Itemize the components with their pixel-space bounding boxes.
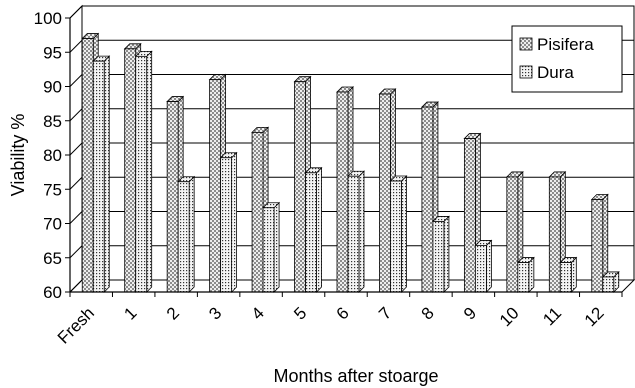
x-tick-label: 3 xyxy=(205,303,225,323)
y-tick-label: 60 xyxy=(43,283,62,302)
x-tick-label: 2 xyxy=(163,303,183,323)
bar-pisifera-10 xyxy=(506,176,519,293)
bar-pisifera-5 xyxy=(294,81,306,293)
gridline-side xyxy=(69,279,83,293)
bar-side-dura-6 xyxy=(358,170,365,293)
legend-box xyxy=(511,25,623,93)
x-tick-label: 10 xyxy=(496,303,523,330)
bar-dura-1 xyxy=(135,55,148,293)
legend-label-pisifera: Pisifera xyxy=(537,35,594,54)
gridline-side xyxy=(69,74,83,87)
bar-pisifera-7 xyxy=(379,93,391,293)
x-tick-label: 8 xyxy=(418,303,438,323)
legend: Pisifera Dura xyxy=(511,25,623,93)
bar-pisifera-Fresh xyxy=(81,38,94,293)
bar-side-dura-9 xyxy=(485,239,492,293)
bar-side-dura-5 xyxy=(316,166,322,293)
bar-pisifera-6 xyxy=(336,91,349,293)
y-tick-label: 70 xyxy=(43,215,62,234)
bars-group xyxy=(81,32,620,293)
bar-dura-3 xyxy=(220,157,233,293)
bar-pisifera-11 xyxy=(548,176,561,293)
x-tick-label: 4 xyxy=(248,303,268,323)
y-axis-title: Viability % xyxy=(8,114,28,197)
x-tick-label: 11 xyxy=(539,303,565,329)
bar-dura-8 xyxy=(432,221,445,293)
bar-pisifera-9 xyxy=(463,138,476,293)
gridline-side xyxy=(69,142,83,156)
bar-side-dura-1 xyxy=(146,50,153,293)
x-tick-label: 9 xyxy=(460,303,480,323)
bar-pisifera-3 xyxy=(209,79,222,293)
bar-side-dura-3 xyxy=(231,151,238,293)
bar-dura-2 xyxy=(177,181,190,293)
bar-side-dura-10 xyxy=(528,256,535,293)
bar-pisifera-12 xyxy=(591,199,604,293)
bar-dura-5 xyxy=(305,172,317,293)
bar-pisifera-4 xyxy=(251,131,264,293)
bar-side-dura-Fresh xyxy=(103,55,110,293)
gridline-side xyxy=(69,108,83,122)
legend-swatch-pisifera xyxy=(519,37,533,51)
gridline-side xyxy=(69,5,83,19)
x-tick-label: 1 xyxy=(120,303,140,323)
bar-dura-6 xyxy=(347,175,360,293)
bar-dura-10 xyxy=(517,262,530,293)
bar-pisifera-2 xyxy=(166,101,179,293)
bar-side-dura-7 xyxy=(401,175,407,293)
x-tick-label: 5 xyxy=(290,303,310,323)
bar-side-dura-8 xyxy=(443,215,450,293)
legend-swatch-dura xyxy=(519,65,533,79)
y-tick-label: 80 xyxy=(43,146,62,165)
bar-side-dura-11 xyxy=(570,256,577,293)
bar-dura-Fresh xyxy=(92,60,105,293)
y-tick-label: 100 xyxy=(34,9,62,28)
bar-pisifera-1 xyxy=(124,48,137,293)
x-tick-label: Fresh xyxy=(54,303,98,347)
y-tick-label: 95 xyxy=(43,43,62,62)
gridline-side xyxy=(69,39,83,53)
bar-dura-11 xyxy=(559,262,572,293)
bar-dura-9 xyxy=(474,245,487,293)
y-tick-label: 85 xyxy=(43,112,62,131)
y-tick-label: 75 xyxy=(43,180,62,199)
gridline-side xyxy=(69,211,83,224)
x-axis-title: Months after stoarge xyxy=(273,366,438,386)
bar-side-dura-4 xyxy=(273,201,280,293)
y-tick-label: 65 xyxy=(43,249,62,268)
x-tick-label: 6 xyxy=(333,303,353,323)
x-tick-label: 12 xyxy=(581,303,608,330)
y-tick-label: 90 xyxy=(43,78,62,97)
bar-side-dura-2 xyxy=(188,175,195,293)
x-tick-label: 7 xyxy=(375,303,395,323)
bar-dura-4 xyxy=(262,207,275,293)
bar-dura-7 xyxy=(390,180,402,293)
gridline-side xyxy=(69,245,83,259)
chart-axes xyxy=(65,17,623,297)
gridline-side xyxy=(69,176,83,190)
legend-label-dura: Dura xyxy=(537,63,574,82)
bar-dura-12 xyxy=(602,276,615,293)
bar-pisifera-8 xyxy=(421,106,434,293)
